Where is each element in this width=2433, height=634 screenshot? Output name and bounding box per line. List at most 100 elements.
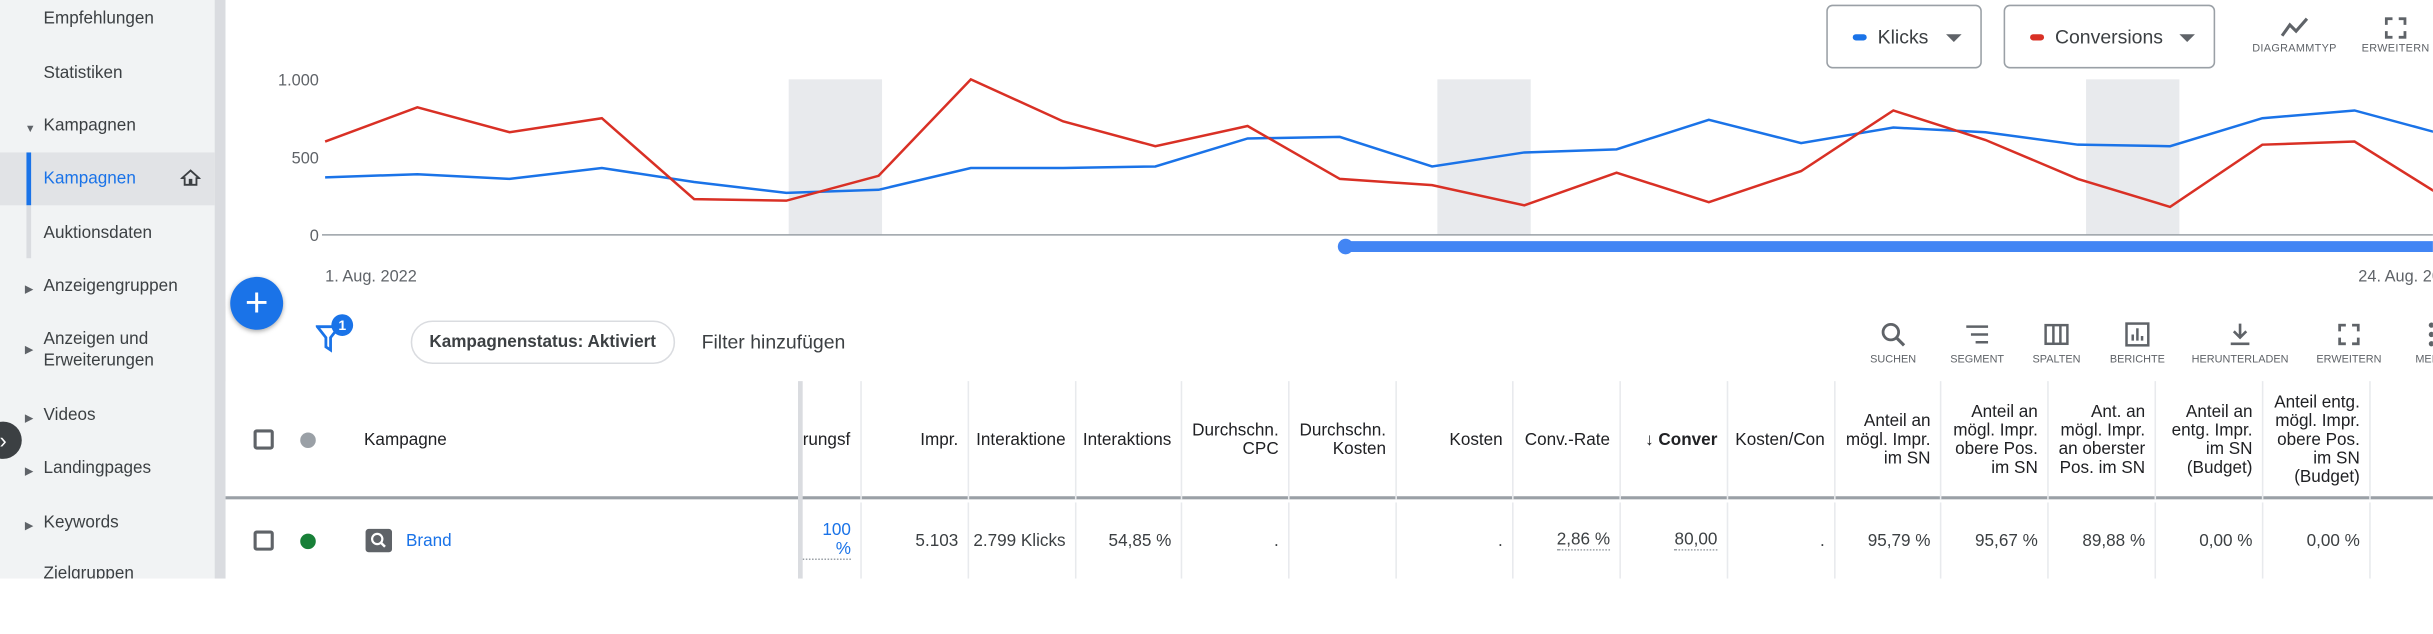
- toolbar-label: SUCHEN: [1870, 354, 1917, 366]
- column-header[interactable]: Anteil entg. mögl. Impr. obere Pos. im S…: [2263, 381, 2371, 500]
- chart-expand-button[interactable]: ERWEITERN: [2357, 12, 2433, 54]
- bar-chart-icon: [2125, 322, 2150, 347]
- row-checkbox[interactable]: [253, 530, 274, 551]
- sidebar-group-keywords[interactable]: ▶ Keywords: [0, 512, 215, 534]
- fullscreen-icon: [2338, 323, 2360, 346]
- table-row[interactable]: Brand 100 % 5.103 2.799 Klicks 54,85 %.. 2,8…: [226, 502, 2433, 579]
- add-filter-input[interactable]: Filter hinzufügen: [701, 331, 846, 354]
- toolbar-label: SPALTEN: [2032, 354, 2081, 366]
- caret-right-icon: ▶: [24, 345, 34, 357]
- sidebar-item-label: Zielgruppen: [43, 564, 134, 579]
- sidebar-item-auktionsdaten[interactable]: Auktionsdaten: [0, 222, 215, 244]
- search-icon: [1881, 322, 1906, 347]
- sidebar-item-label: Landingpages: [43, 458, 152, 478]
- column-header[interactable]: rungsfa: [803, 381, 862, 500]
- column-header[interactable]: Interaktions: [1076, 381, 1183, 500]
- x-axis-end-label: 24. Aug. 20: [2358, 268, 2433, 286]
- column-header[interactable]: Durchschn. Kosten: [1290, 381, 1397, 500]
- more-button[interactable]: MEHR: [2405, 319, 2433, 366]
- caret-right-icon: ▶: [24, 413, 34, 425]
- toolbar-label: MEHR: [2415, 354, 2433, 366]
- campaign-name-link[interactable]: Brand: [406, 532, 452, 551]
- sidebar-nav: Empfehlungen Statistiken ▼ Kampagnen Kam…: [0, 0, 215, 579]
- subnav-line: [26, 205, 32, 259]
- caret-right-icon: ▶: [24, 284, 34, 296]
- column-header[interactable]: Ant. an mögl. Impr. an oberster Pos. im …: [2049, 381, 2157, 500]
- download-icon: [2230, 323, 2250, 346]
- line-chart-plot: 1.000 500 0 1. Aug. 2022 24. Aug. 20: [278, 72, 2433, 286]
- table-cell: .: [1182, 502, 1290, 579]
- column-header[interactable]: Anteil an mögl. Impr. obere Pos. im SN: [1941, 381, 2049, 500]
- chart-type-button[interactable]: DIAGRAMMTYP: [2248, 12, 2341, 54]
- campaign-status-filter-chip[interactable]: Kampagnenstatus: Aktiviert: [410, 320, 675, 365]
- column-header[interactable]: Anteil an mögl. Impr. im SN: [1836, 381, 1942, 500]
- table-cell: [1290, 502, 1397, 579]
- collapse-sidebar-button[interactable]: ›: [0, 421, 22, 459]
- table-cell: .: [1397, 502, 1514, 579]
- sidebar-group-anzeigen[interactable]: ▶ Anzeigen und Erweiterungen: [0, 328, 215, 372]
- column-header[interactable]: Durchschn. CPC: [1182, 381, 1290, 500]
- sidebar-item-statistiken[interactable]: Statistiken: [0, 62, 215, 84]
- sidebar-item-label: Statistiken: [43, 63, 123, 83]
- frozen-column-separator[interactable]: [798, 381, 803, 579]
- sidebar-item-label: Anzeigen und Erweiterungen: [43, 329, 154, 371]
- table-cell: 80,00: [1621, 502, 1729, 579]
- chart-tool-label: ERWEITERN: [2361, 43, 2430, 55]
- column-header[interactable]: Impr.: [862, 381, 970, 500]
- reports-button[interactable]: BERICHTE: [2105, 319, 2170, 366]
- metric-label: Conversions: [2054, 26, 2164, 49]
- screenshot-stage: Empfehlungen Statistiken ▼ Kampagnen Kam…: [0, 0, 2433, 579]
- y-axis-labels: 1.000 500 0: [278, 72, 319, 246]
- status-header-dot: [300, 432, 316, 449]
- sidebar-item-empfehlungen[interactable]: Empfehlungen: [0, 8, 215, 30]
- metric-select-klicks[interactable]: Klicks: [1826, 4, 1982, 69]
- sidebar-group-anzeigengruppen[interactable]: ▶ Anzeigengruppen: [0, 275, 215, 297]
- download-button[interactable]: HERUNTERLADEN: [2190, 319, 2290, 366]
- column-header[interactable]: Conv.-Rate: [1514, 381, 1621, 500]
- column-header[interactable]: ↓ Conver: [1621, 381, 1729, 500]
- sidebar-item-zielgruppen[interactable]: Zielgruppen: [0, 563, 215, 579]
- sidebar-group-videos[interactable]: ▶ Videos: [0, 404, 215, 426]
- select-all-checkbox[interactable]: [253, 429, 274, 450]
- add-campaign-fab[interactable]: +: [230, 276, 284, 330]
- sidebar-group-kampagnen[interactable]: ▼ Kampagnen: [0, 115, 215, 137]
- column-header[interactable]: Kosten/Con: [1728, 381, 1836, 500]
- dropdown-arrow-icon: [2179, 34, 2195, 43]
- weekend-bands: [788, 79, 2180, 235]
- date-range-slider[interactable]: [1337, 238, 2433, 255]
- series-lines: [324, 77, 2433, 209]
- table-cell: 100 %: [802, 502, 862, 579]
- column-header[interactable]: Interaktione: [969, 381, 1077, 500]
- search-button[interactable]: SUCHEN: [1864, 319, 1923, 366]
- weekend-band: [1437, 79, 1531, 235]
- weekend-band: [2086, 79, 2180, 235]
- expand-table-button[interactable]: ERWEITERN: [2313, 319, 2385, 366]
- chart-tool-label: DIAGRAMMTYP: [2252, 43, 2337, 55]
- columns-button[interactable]: SPALTEN: [2025, 319, 2087, 366]
- series-line-conversions: [324, 77, 2433, 209]
- toolbar-label: BERICHTE: [2109, 354, 2165, 366]
- active-indicator: [26, 152, 32, 206]
- sidebar-divider[interactable]: [214, 0, 226, 579]
- caret-right-icon: ▶: [24, 521, 34, 533]
- table-cell: 5.103: [862, 502, 970, 579]
- table-cell: 0,00 %: [2156, 502, 2264, 579]
- sidebar-group-landingpages[interactable]: ▶ Landingpages: [0, 457, 215, 479]
- column-header[interactable]: Kosten: [1397, 381, 1514, 500]
- segment-button[interactable]: SEGMENT: [1945, 319, 2010, 366]
- column-header[interactable]: Anteil an entg. Impr. im SN (Budget): [2156, 381, 2264, 500]
- y-tick-label: 1.000: [278, 72, 319, 90]
- columns-icon: [2044, 323, 2069, 346]
- y-tick-label: 500: [292, 149, 319, 167]
- status-enabled-dot: [300, 533, 316, 550]
- more-vert-icon: [2428, 322, 2433, 347]
- home-icon[interactable]: [180, 168, 201, 188]
- header-kampagne[interactable]: Kampagne: [364, 430, 447, 450]
- sidebar-item-label: Kampagnen: [43, 116, 136, 136]
- metric-select-conversions[interactable]: Conversions: [2003, 4, 2216, 69]
- fullscreen-icon: [2384, 17, 2407, 39]
- sidebar-item-kampagnen-active[interactable]: Kampagnen: [0, 152, 215, 206]
- series-color-dot: [1852, 34, 1867, 41]
- table-cell: 95,67 %: [1941, 502, 2049, 579]
